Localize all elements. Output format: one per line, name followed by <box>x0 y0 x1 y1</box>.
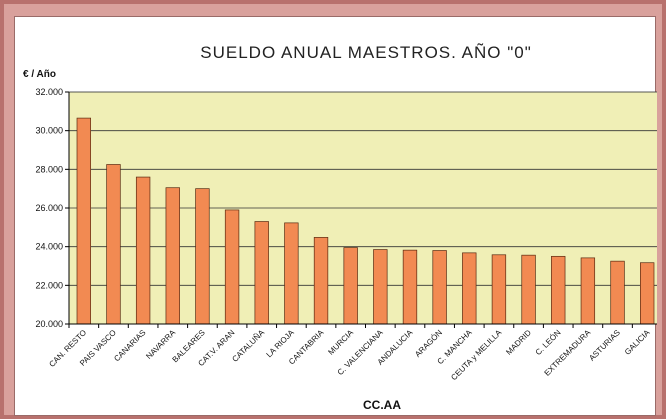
x-tick-label: ASTURIAS <box>587 328 622 363</box>
x-tick-label: CANARIAS <box>112 328 147 363</box>
x-tick-label: MADRID <box>504 328 533 357</box>
y-tick-label: 26.000 <box>35 203 63 213</box>
bar <box>402 249 418 325</box>
y-tick-label: 24.000 <box>35 242 63 252</box>
bar <box>610 260 625 325</box>
chart-panel: SUELDO ANUAL MAESTROS. AÑO "0" € / Año 2… <box>14 16 657 416</box>
bar <box>165 187 180 325</box>
x-tick-label: ARAGÓN <box>413 328 444 359</box>
bar <box>224 209 240 325</box>
bar <box>195 188 210 325</box>
y-axis-ticks: 20.000 22.000 24.000 26.000 28.000 30.000 32.0… <box>35 87 69 329</box>
bar <box>106 164 121 325</box>
x-tick-label: CEUTA y MELILLA <box>449 328 504 383</box>
bar <box>373 249 388 325</box>
y-tick-label: 32.000 <box>35 87 63 97</box>
bar <box>284 222 299 325</box>
y-tick-label: 22.000 <box>35 280 63 290</box>
x-tick-label: CATALUÑA <box>230 328 266 364</box>
x-tick-label: GALICIA <box>623 328 652 357</box>
bar <box>580 257 596 325</box>
x-tick-label: MURCIA <box>326 328 355 357</box>
bar <box>254 221 269 325</box>
chart-title: SUELDO ANUAL MAESTROS. AÑO "0" <box>200 43 531 62</box>
bar <box>432 250 447 325</box>
y-tick-label: 30.000 <box>35 126 63 136</box>
bar <box>551 255 566 325</box>
bar <box>521 254 536 325</box>
bars <box>76 117 655 325</box>
bar <box>491 254 507 325</box>
bar <box>313 237 329 325</box>
y-tick-label: 28.000 <box>35 164 63 174</box>
x-axis-label: CC.AA <box>363 398 401 412</box>
bar-chart: SUELDO ANUAL MAESTROS. AÑO "0" € / Año 2… <box>23 43 657 412</box>
bar <box>640 262 655 325</box>
bar <box>76 117 91 325</box>
bar <box>135 176 151 325</box>
bar <box>462 252 477 325</box>
bar <box>343 247 358 325</box>
y-tick-label: 20.000 <box>35 319 63 329</box>
x-tick-label: C. LEÓN <box>534 328 563 357</box>
y-axis-label: € / Año <box>23 69 56 80</box>
